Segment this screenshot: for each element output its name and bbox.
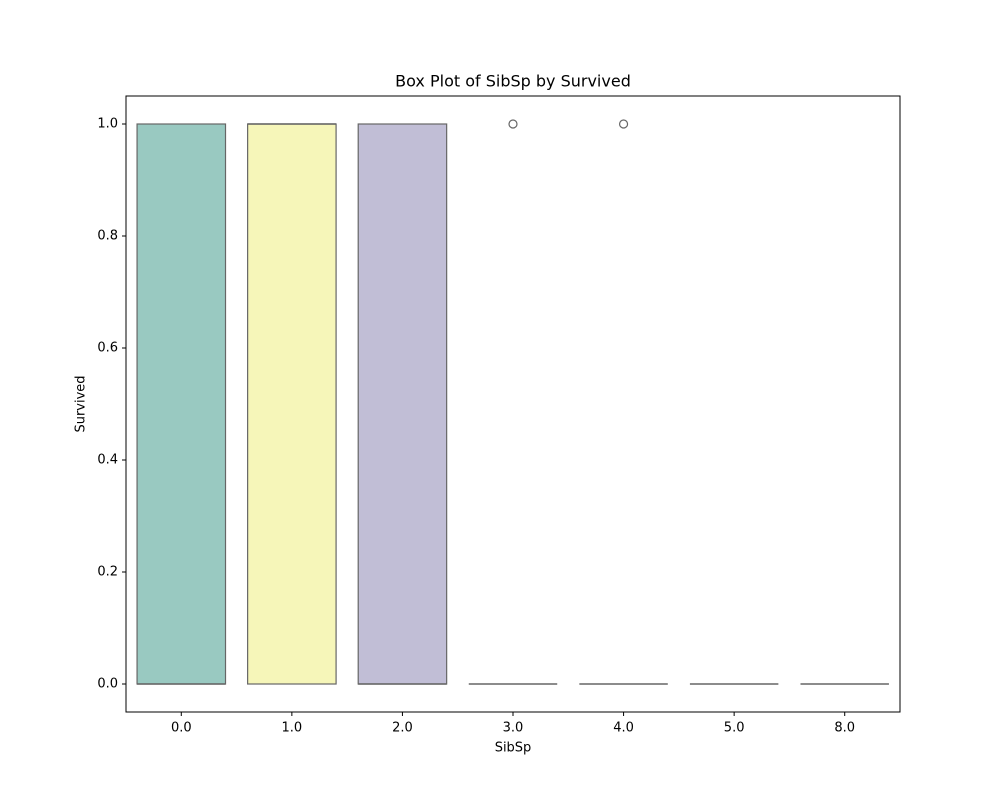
y-tick-label: 0.6 bbox=[97, 341, 118, 356]
y-tick-label: 0.4 bbox=[97, 453, 118, 468]
y-tick-label: 0.8 bbox=[97, 229, 118, 244]
y-tick-label: 1.0 bbox=[97, 117, 118, 132]
outlier bbox=[618, 119, 629, 129]
y-tick-label: 0.0 bbox=[97, 677, 118, 692]
x-tick-label: 4.0 bbox=[613, 721, 634, 736]
x-tick-label: 0.0 bbox=[171, 721, 192, 736]
x-tick-label: 8.0 bbox=[834, 721, 855, 736]
x-tick-label: 3.0 bbox=[503, 721, 524, 736]
x-tick-label: 2.0 bbox=[392, 721, 413, 736]
x-tick-label: 1.0 bbox=[282, 721, 303, 736]
y-tick-label: 0.2 bbox=[97, 565, 118, 580]
outlier bbox=[508, 119, 518, 129]
box bbox=[136, 123, 227, 685]
chart-title: Box Plot of SibSp by Survived bbox=[395, 72, 631, 91]
y-axis-label: Survived bbox=[74, 375, 89, 432]
box bbox=[247, 123, 337, 685]
box bbox=[357, 123, 448, 685]
x-axis-label: SibSp bbox=[495, 741, 532, 756]
plot-frame bbox=[125, 95, 901, 713]
x-tick-label: 5.0 bbox=[724, 721, 745, 736]
